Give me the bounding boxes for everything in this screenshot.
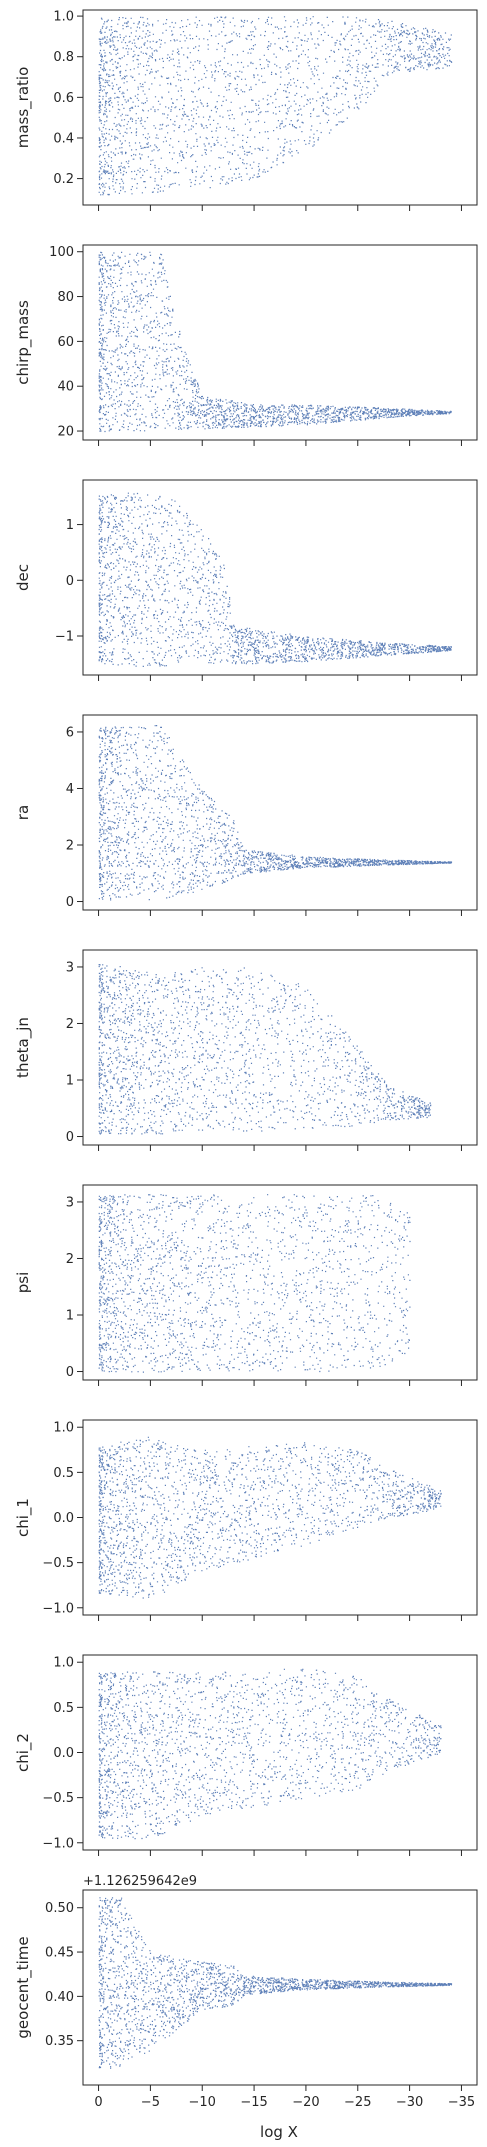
axes-frame <box>82 1654 478 1851</box>
scatter-points <box>98 251 452 433</box>
y-tick-label: 20 <box>57 425 74 440</box>
y-tick-label: 0.8 <box>53 50 74 65</box>
y-tick-label: 0.4 <box>53 131 74 146</box>
y-tick-label: −0.5 <box>42 1791 74 1806</box>
x-tick-label: −10 <box>189 2095 216 2110</box>
scatter-points <box>98 964 432 1135</box>
y-tick-label: −1.0 <box>42 1601 74 1616</box>
y-tick-label: 1 <box>66 1074 74 1089</box>
panel-chi_2: −1.0 −0.5 0.0 0.5 1.0 chi_2 <box>14 1654 478 1856</box>
axes-frame <box>82 949 478 1146</box>
x-tick-label: 0 <box>94 2095 102 2110</box>
y-tick-label: 4 <box>66 782 74 797</box>
y-tick-label: 0.2 <box>53 172 74 187</box>
scatter-points <box>98 1897 453 2069</box>
y-tick-label: 0.6 <box>53 91 74 106</box>
scatter-points <box>98 1436 442 1599</box>
y-axis-label: theta_jn <box>14 1017 33 1078</box>
scatter-marks <box>98 492 452 667</box>
axes-frame <box>82 9 478 206</box>
panel-chi_1: −1.0 −0.5 0.0 0.5 1.0 chi_1 <box>14 1419 478 1621</box>
axes-frame <box>82 479 478 676</box>
y-tick-label: 40 <box>57 380 74 395</box>
scatter-marks <box>98 1194 411 1373</box>
scatter-marks <box>98 964 432 1135</box>
scatter-marks <box>98 1668 442 1840</box>
x-axis-label: log X <box>260 2123 298 2141</box>
x-tick-label: −25 <box>344 2095 371 2110</box>
scatter-points <box>98 16 453 196</box>
panel-ra: 0 2 4 6 ra <box>14 714 478 916</box>
y-tick-label: 0.45 <box>45 1946 74 1961</box>
y-axis-label: mass_ratio <box>14 67 33 149</box>
scatter-marks <box>98 16 453 196</box>
y-tick-label: 6 <box>66 725 74 740</box>
y-tick-label: −1.0 <box>42 1836 74 1851</box>
scatter-marks <box>98 1436 442 1599</box>
y-tick-label: 2 <box>66 839 74 854</box>
scatter-points <box>98 492 452 667</box>
y-tick-label: 0 <box>66 574 74 589</box>
panel-theta_jn: 0 1 2 3 theta_jn <box>14 949 478 1151</box>
y-tick-label: 0.50 <box>45 1901 74 1916</box>
y-tick-label: 1.0 <box>53 1656 74 1671</box>
y-tick-label: 0.0 <box>53 1511 74 1526</box>
y-tick-label: −0.5 <box>42 1556 74 1571</box>
scatter-marks <box>98 725 453 901</box>
axes-frame <box>82 1419 478 1616</box>
y-tick-label: 0 <box>66 1130 74 1145</box>
scatter-points <box>98 1668 442 1840</box>
panel-dec: −1 0 1 dec <box>14 479 478 681</box>
x-tick-label: −15 <box>240 2095 267 2110</box>
scatter-points <box>98 1194 411 1373</box>
y-tick-label: 1.0 <box>53 1421 74 1436</box>
y-tick-label: 100 <box>49 245 74 260</box>
y-offset-label: +1.126259642e9 <box>83 1874 197 1889</box>
y-axis-label: dec <box>14 564 32 591</box>
x-tick-label: −35 <box>448 2095 475 2110</box>
y-tick-label: 0.5 <box>53 1466 74 1481</box>
y-tick-label: 1 <box>66 518 74 533</box>
scatter-points <box>98 725 453 901</box>
y-tick-label: 0 <box>66 1365 74 1380</box>
y-tick-label: 0.0 <box>53 1746 74 1761</box>
y-axis-label: geocent_time <box>14 1936 33 2038</box>
y-tick-label: 0.35 <box>45 2034 74 2049</box>
panel-chirp_mass: 20 40 60 80 100 chirp_mass <box>14 244 478 446</box>
panel-psi: 0 1 2 3 psi <box>14 1184 478 1386</box>
y-axis-label: psi <box>14 1272 32 1294</box>
y-tick-label: 1.0 <box>53 10 74 25</box>
axes-frame <box>82 1889 478 2086</box>
axes-frame <box>82 244 478 441</box>
axes-frame <box>82 1184 478 1381</box>
y-tick-label: 80 <box>57 290 74 305</box>
y-tick-label: 0 <box>66 895 74 910</box>
y-tick-label: 0.5 <box>53 1701 74 1716</box>
y-tick-label: 2 <box>66 1017 74 1032</box>
y-tick-label: −1 <box>55 630 74 645</box>
scatter-marks <box>98 251 452 433</box>
x-tick-label: −20 <box>292 2095 319 2110</box>
y-tick-label: 2 <box>66 1252 74 1267</box>
axes-frame <box>82 714 478 911</box>
y-axis-label: ra <box>14 805 32 820</box>
scatter-panels: 0.20.40.60.81.0mass_ratio20406080100chir… <box>14 9 478 2110</box>
y-axis-label: chirp_mass <box>14 300 33 385</box>
x-tick-label: −5 <box>141 2095 160 2110</box>
scatter-marks <box>98 1897 453 2069</box>
y-axis-label: chi_2 <box>14 1733 33 1772</box>
y-tick-label: 1 <box>66 1309 74 1324</box>
y-tick-label: 0.40 <box>45 1990 74 2005</box>
y-tick-label: 60 <box>57 335 74 350</box>
x-tick-label: −30 <box>396 2095 423 2110</box>
y-tick-label: 3 <box>66 1195 74 1210</box>
y-tick-label: 3 <box>66 960 74 975</box>
panel-geocent_time: 0.35 0.40 0.45 0.50 0 −5 −10 −15 −20 −25 −30 −35 geo… <box>14 1874 478 2110</box>
panel-mass_ratio: 0.2 0.4 0.6 0.8 1.0 mass_ratio <box>14 9 478 211</box>
y-axis-label: chi_1 <box>14 1498 33 1537</box>
